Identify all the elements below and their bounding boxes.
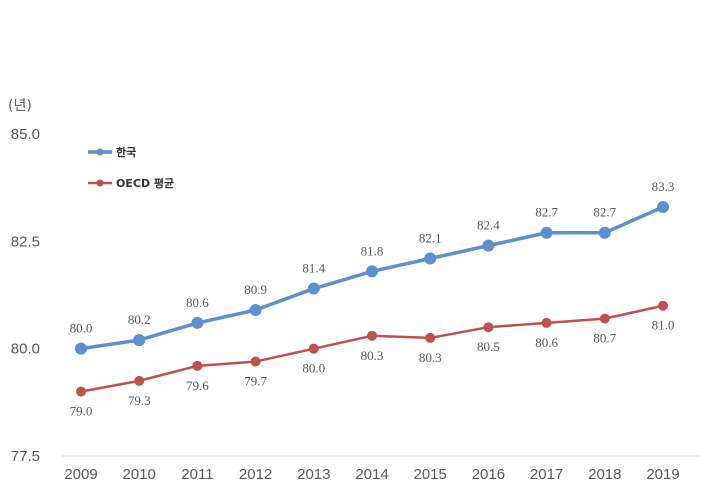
x-tick-label: 2012 (239, 466, 272, 483)
data-label: 80.7 (593, 331, 616, 346)
data-label: 79.7 (244, 374, 267, 389)
x-tick-label: 2018 (588, 466, 621, 483)
data-point (424, 252, 437, 265)
legend-label: OECD 평균 (116, 176, 174, 190)
y-axis-ticks: 77.5 80.0 82.5 85.0 (11, 126, 40, 465)
data-label: 80.0 (302, 361, 325, 376)
data-label: 81.8 (361, 243, 384, 258)
data-label: 80.3 (361, 348, 384, 363)
legend-swatch-marker (96, 148, 104, 156)
data-point (134, 375, 145, 386)
data-point (540, 226, 553, 239)
x-axis-ticks: 2009 2010 2011 2012 2013 2014 2015 2016 2017 2018… (64, 466, 679, 483)
data-point (192, 360, 203, 371)
data-point (367, 330, 377, 341)
data-point (482, 239, 495, 252)
x-tick-label: 2017 (530, 466, 563, 483)
x-tick-label: 2009 (64, 466, 97, 483)
data-label: 82.1 (419, 231, 442, 246)
data-point (250, 356, 261, 367)
data-point (599, 313, 610, 324)
y-tick-label: 77.5 (11, 448, 40, 465)
data-point (658, 300, 668, 311)
data-label: 80.3 (419, 350, 442, 365)
data-label: 81.0 (652, 318, 675, 333)
data-point (425, 332, 436, 343)
legend-item: OECD 평균 (88, 176, 174, 190)
legend-item: 한국 (88, 145, 136, 159)
data-point (657, 200, 669, 213)
data-point (483, 322, 494, 333)
x-tick-label: 2016 (472, 466, 505, 483)
data-point (249, 304, 262, 317)
x-tick-label: 2015 (414, 466, 447, 483)
data-point (307, 282, 320, 295)
series-layer: 80.0 80.2 80.6 80.9 81.4 81.8 82.1 82.4 82.7 82.7… (70, 179, 675, 419)
data-label: 80.9 (244, 282, 267, 297)
data-label: 79.0 (70, 404, 93, 419)
data-label: 80.6 (186, 295, 209, 310)
data-point (191, 316, 204, 329)
data-point (541, 317, 552, 328)
data-label: 82.7 (593, 205, 616, 220)
y-axis-unit-label: (년) (8, 98, 32, 114)
legend-swatch-marker (96, 179, 104, 187)
y-tick-label: 85.0 (11, 126, 40, 143)
data-label: 81.4 (302, 261, 325, 276)
series-2: 79.0 79.3 79.6 79.7 80.0 80.3 80.3 80.5 80.6 80.7… (70, 300, 675, 419)
data-label: 82.7 (535, 205, 558, 220)
data-point (75, 342, 87, 355)
series-1: 80.0 80.2 80.6 80.9 81.4 81.8 82.1 82.4 82.7 82.7… (70, 179, 675, 355)
data-label: 80.6 (535, 335, 558, 350)
data-label: 80.2 (128, 312, 151, 327)
legend-label: 한국 (116, 145, 136, 159)
data-point (366, 265, 378, 278)
series-line (79, 205, 665, 351)
x-tick-label: 2014 (355, 466, 388, 483)
x-tick-label: 2011 (181, 466, 213, 483)
y-tick-label: 82.5 (11, 233, 40, 250)
data-point (308, 343, 319, 354)
data-label: 80.0 (70, 321, 93, 336)
data-label: 82.4 (477, 218, 500, 233)
data-label: 80.5 (477, 339, 500, 354)
x-tick-label: 2013 (297, 466, 330, 483)
data-point (76, 386, 86, 397)
x-tick-label: 2010 (123, 466, 156, 483)
data-label: 79.3 (128, 393, 151, 408)
data-label: 79.6 (186, 378, 209, 393)
data-point (598, 226, 611, 239)
y-tick-label: 80.0 (11, 341, 40, 358)
data-label: 83.3 (652, 179, 675, 194)
x-tick-label: 2019 (646, 466, 679, 483)
legend: 한국 OECD 평균 (88, 145, 174, 190)
data-point (133, 334, 146, 347)
